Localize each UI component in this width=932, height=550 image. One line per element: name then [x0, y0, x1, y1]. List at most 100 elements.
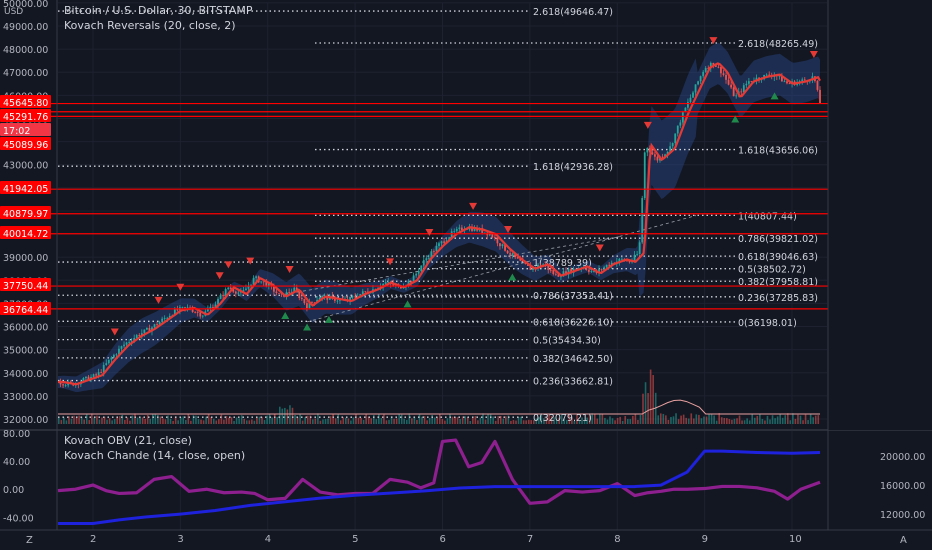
candle-body: [714, 65, 717, 67]
volume-bar: [527, 419, 530, 424]
volume-bar: [243, 418, 246, 424]
price-label-text: 45645.80: [3, 98, 48, 109]
volume-bar: [83, 419, 86, 424]
candle-body: [252, 277, 255, 285]
chande-legend[interactable]: Kovach Chande (14, close, open): [64, 449, 245, 462]
volume-bar: [103, 416, 106, 424]
volume-bar: [347, 418, 350, 424]
volume-bar: [411, 418, 413, 424]
candle-body: [697, 81, 699, 85]
candle-body: [676, 125, 679, 134]
reversal-down-marker: [709, 37, 718, 45]
candle-body: [618, 258, 621, 262]
volume-bar: [304, 417, 306, 424]
candle-body: [681, 111, 684, 123]
volume-bar: [210, 417, 213, 424]
time-tick-label: 6: [440, 534, 446, 545]
volume-bar: [461, 416, 464, 424]
level-price-label[interactable]: 36764.44: [0, 302, 51, 316]
volume-bar: [258, 416, 261, 424]
level-price-label[interactable]: 45291.76: [0, 109, 51, 123]
candle-body: [234, 291, 237, 294]
time-tick-label: 2: [90, 534, 96, 545]
reversal-down-marker: [469, 202, 478, 210]
level-price-label[interactable]: 45089.96: [0, 137, 51, 151]
volume-bar: [141, 417, 144, 424]
volume-bar: [779, 413, 781, 424]
trend-line: [285, 235, 622, 295]
candle-body: [97, 372, 100, 376]
volume-bar: [278, 406, 281, 424]
level-price-label[interactable]: 45645.80: [0, 95, 51, 109]
candle-body: [415, 273, 418, 276]
auto-scale-icon[interactable]: A: [900, 535, 907, 546]
reversal-down-marker: [246, 257, 255, 265]
volume-bar: [720, 417, 723, 424]
candle-body: [458, 227, 461, 229]
volume-bar: [182, 416, 185, 424]
volume-bar: [591, 413, 594, 424]
volume-bar: [431, 414, 433, 424]
level-price-label[interactable]: 40014.72: [0, 226, 51, 240]
candle-body: [105, 363, 108, 365]
level-price-label[interactable]: 41942.05: [0, 181, 51, 195]
volume-bar: [492, 416, 494, 424]
candle-body: [384, 282, 387, 284]
candle-body: [303, 299, 306, 304]
fib2-label: 0.382(37958.81): [738, 277, 818, 288]
candle-body: [717, 66, 720, 68]
candle-body: [628, 260, 631, 263]
reversal-down-marker: [386, 258, 395, 266]
candle-body: [593, 271, 595, 272]
volume-bar: [154, 413, 157, 424]
candle-body: [194, 311, 197, 313]
price-label-bg: [0, 137, 51, 150]
volume-bar: [177, 420, 179, 424]
reversal-down-marker: [215, 272, 224, 280]
grid-layer: [0, 2, 932, 530]
obv-legend[interactable]: Kovach OBV (21, close): [64, 434, 192, 447]
candle-body: [816, 81, 819, 90]
price-labels[interactable]: 45645.80 45291.76 17:02 45089.96 41942.05 408…: [0, 95, 51, 316]
level-price-label[interactable]: 37750.44: [0, 278, 51, 292]
volume-bar: [690, 413, 693, 424]
volume-bar: [157, 415, 159, 424]
symbol-title[interactable]: Bitcoin / U.S. Dollar, 30, BITSTAMP: [64, 4, 253, 17]
volume-bar: [441, 419, 444, 424]
fib2-label: 0.786(39821.02): [738, 234, 818, 245]
level-price-label[interactable]: 40879.97: [0, 206, 51, 220]
candle-body: [483, 232, 486, 234]
volume-bar: [629, 419, 632, 424]
volume-bar: [261, 416, 263, 424]
volume-bar: [240, 415, 243, 424]
candle-body: [669, 146, 672, 152]
volume-bar: [220, 414, 223, 424]
candle-body: [702, 71, 705, 77]
volume-bar: [604, 417, 606, 424]
volatility-band: [58, 42, 821, 393]
volume-bar: [334, 418, 337, 424]
candle-body: [567, 269, 570, 275]
candle-body: [781, 75, 783, 82]
osc-right-tick: 16000.00: [880, 481, 925, 492]
candle-body: [191, 309, 194, 312]
volume-bar: [225, 416, 228, 424]
reversal-down-marker: [176, 283, 185, 291]
candle-body: [161, 318, 164, 322]
candle-body: [100, 372, 103, 373]
volume-bar: [733, 418, 736, 424]
price-tick-label: 50000.00: [3, 0, 48, 10]
candle-body: [509, 253, 512, 255]
candle-body: [646, 147, 649, 153]
candle-body: [499, 243, 501, 247]
candle-body: [237, 292, 240, 294]
candle-body: [146, 327, 148, 330]
indicator-title[interactable]: Kovach Reversals (20, close, 2): [64, 19, 236, 32]
candle-body: [587, 269, 590, 272]
volume-bar: [766, 415, 769, 424]
timezone-icon[interactable]: Z: [26, 535, 33, 546]
volume-bar: [466, 417, 469, 424]
candle-body: [196, 312, 199, 313]
candle-body: [92, 374, 95, 377]
countdown-label[interactable]: 17:02: [0, 123, 51, 137]
